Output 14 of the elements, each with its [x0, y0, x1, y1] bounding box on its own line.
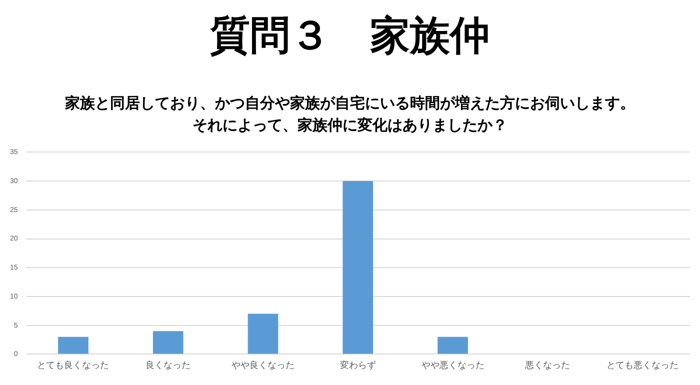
- bar: [438, 336, 468, 354]
- chart-subtitle: 家族と同居しており、かつ自分や家族が自宅にいる時間が増えた方にお伺いします。それによって、家族仲に変化はありましたか？: [65, 93, 635, 136]
- bar: [342, 181, 374, 354]
- bar: [248, 314, 278, 354]
- x-tick-label: やや悪くなった: [421, 360, 484, 370]
- bar: [152, 331, 184, 354]
- chart-title: 質問３ 家族仲: [209, 12, 491, 61]
- x-tick-label: とても良くなった: [37, 360, 110, 370]
- x-tick-label: やや良くなった: [232, 360, 295, 370]
- bar: [58, 336, 88, 354]
- x-tick-label: 変わらず: [340, 360, 376, 370]
- x-tick-label: 良くなった: [146, 360, 191, 370]
- x-tick-label: とても悪くなった: [606, 360, 679, 370]
- x-tick-label: 悪くなった: [524, 360, 570, 370]
